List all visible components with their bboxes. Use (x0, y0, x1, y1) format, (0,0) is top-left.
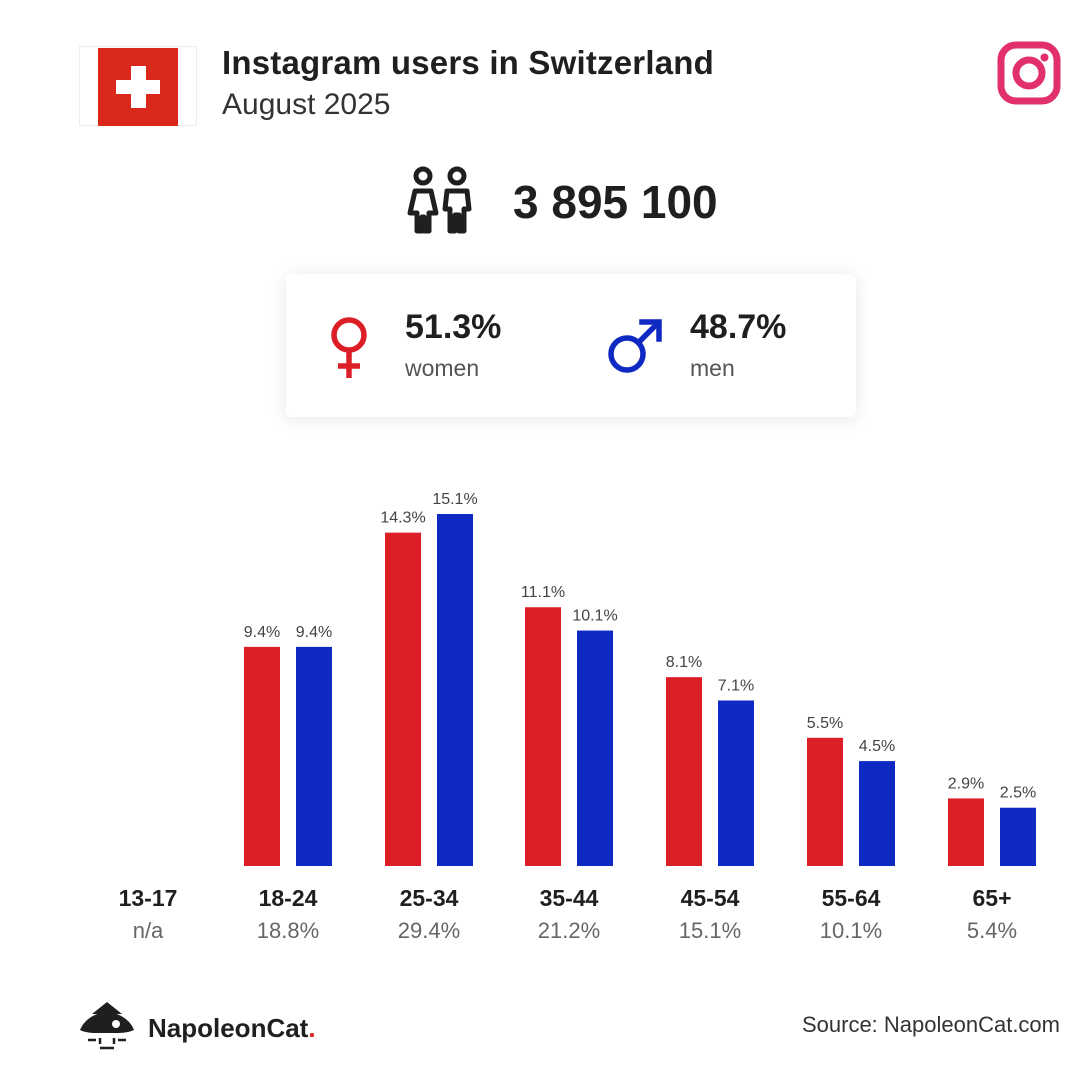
category-total-25-34: 29.4% (398, 918, 460, 943)
bar-men-35-44 (577, 630, 613, 866)
bar-men-55-64 (859, 761, 895, 866)
data-label-men-65+: 2.5% (1000, 785, 1036, 802)
bar-women-45-54 (666, 677, 702, 866)
data-label-women-25-34: 14.3% (380, 510, 425, 527)
data-label-women-45-54: 8.1% (666, 654, 702, 671)
women-percentage: 51.3% (405, 308, 502, 346)
x-tick-label-25-34: 25-34 (400, 885, 459, 911)
female-symbol-icon (328, 314, 370, 385)
bar-women-25-34 (385, 532, 421, 866)
swiss-flag-icon (79, 46, 197, 126)
bar-men-65+ (1000, 807, 1036, 866)
page-subtitle: August 2025 (222, 88, 391, 121)
women-label: women (405, 355, 480, 381)
total-users-count: 3 895 100 (513, 176, 718, 228)
men-stat: 48.7% men (606, 308, 846, 388)
x-tick-label-55-64: 55-64 (822, 885, 881, 911)
page-title: Instagram users in Switzerland (222, 44, 714, 81)
bar-men-45-54 (718, 700, 754, 866)
x-tick-label-18-24: 18-24 (259, 885, 318, 911)
total-users: 3 895 100 (405, 166, 718, 238)
napoleoncat-brand: NapoleonCat. (78, 1000, 316, 1057)
category-total-35-44: 21.2% (538, 918, 600, 943)
male-symbol-icon (606, 316, 666, 381)
bar-women-65+ (948, 798, 984, 866)
category-total-65+: 5.4% (967, 918, 1017, 943)
x-tick-label-35-44: 35-44 (540, 885, 599, 911)
data-label-men-35-44: 10.1% (572, 608, 617, 625)
data-label-men-55-64: 4.5% (859, 738, 895, 755)
category-total-18-24: 18.8% (257, 918, 319, 943)
napoleoncat-logo-icon (78, 1000, 136, 1057)
data-label-men-18-24: 9.4% (296, 624, 332, 641)
category-total-55-64: 10.1% (820, 918, 882, 943)
category-total-45-54: 15.1% (679, 918, 741, 943)
bar-women-55-64 (807, 737, 843, 866)
bar-women-18-24 (244, 646, 280, 866)
category-total-13-17: n/a (133, 918, 164, 943)
data-label-women-18-24: 9.4% (244, 624, 280, 641)
data-label-women-35-44: 11.1% (521, 584, 565, 601)
x-tick-label-65+: 65+ (972, 885, 1011, 911)
data-label-women-55-64: 5.5% (807, 715, 843, 732)
data-label-men-25-34: 15.1% (432, 491, 477, 508)
brand-dot: . (308, 1013, 316, 1043)
source-credit: Source: NapoleonCat.com (801, 1012, 1060, 1037)
people-icon (405, 165, 475, 240)
bar-men-18-24 (296, 646, 332, 866)
x-tick-label-13-17: 13-17 (119, 885, 178, 911)
men-percentage: 48.7% (690, 308, 787, 346)
women-stat: 51.3% women (328, 308, 568, 388)
data-label-men-45-54: 7.1% (718, 677, 754, 694)
x-tick-label-45-54: 45-54 (681, 885, 740, 911)
data-label-women-65+: 2.9% (948, 775, 984, 792)
men-label: men (690, 355, 735, 381)
brand-name: NapoleonCat (148, 1013, 309, 1043)
bar-women-35-44 (525, 607, 561, 866)
instagram-icon (996, 40, 1062, 111)
bar-men-25-34 (437, 514, 473, 866)
gender-split-card: 51.3% women 48.7% men (286, 274, 856, 417)
